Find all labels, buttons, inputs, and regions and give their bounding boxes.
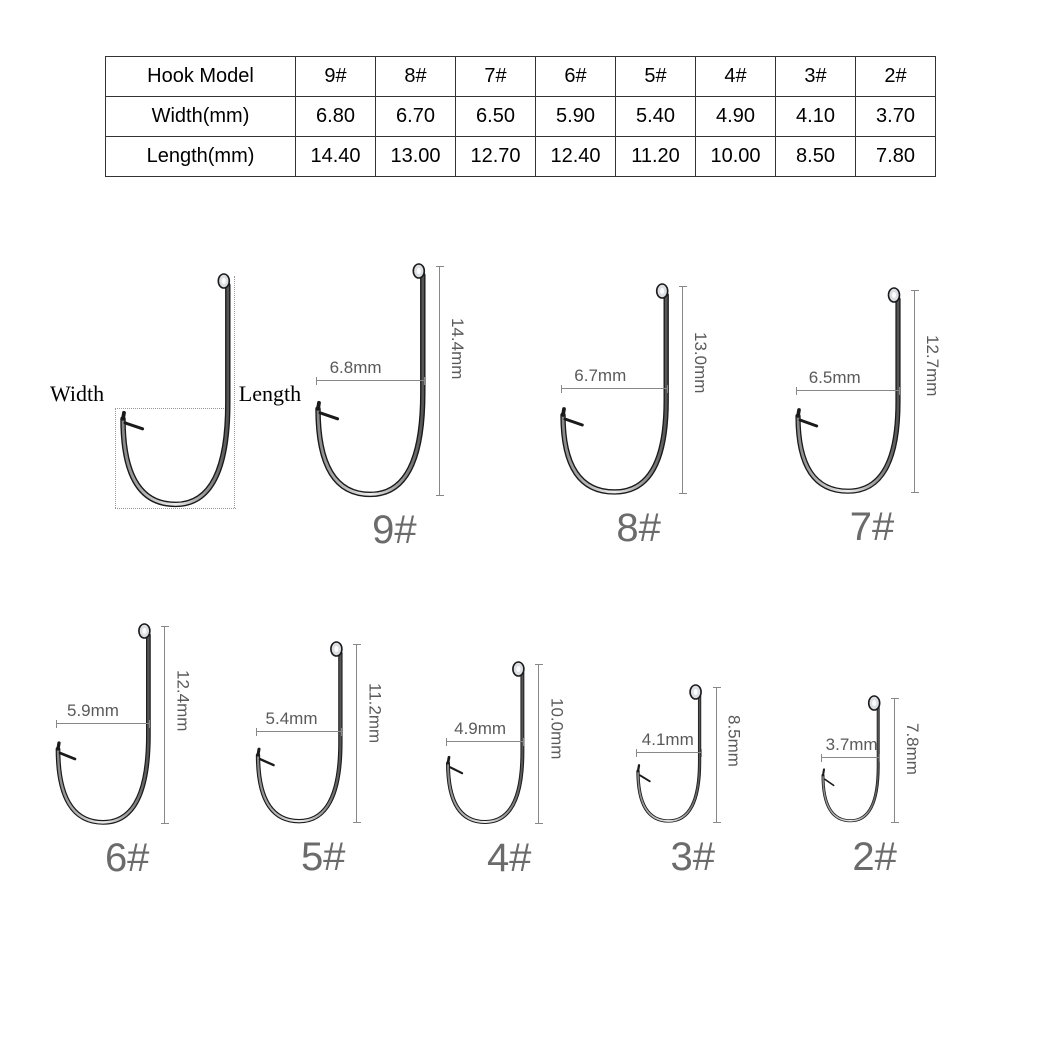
cell: 6.50 [456, 97, 536, 137]
page: Hook Model 9# 8# 7# 6# 5# 4# 3# 2# Width… [0, 0, 1050, 1050]
width-label: 4.9mm [454, 719, 506, 739]
length-label: 10.0mm [546, 698, 566, 759]
width-label: 5.9mm [67, 701, 119, 721]
cell: 11.20 [616, 137, 696, 177]
size-label: 6# [50, 836, 204, 881]
length-label: 11.2mm [364, 683, 384, 743]
cell: 10.00 [696, 137, 776, 177]
width-bracket [256, 731, 342, 732]
cell: 14.40 [296, 137, 376, 177]
length-label: 13.0mm [690, 332, 710, 393]
length-bracket [538, 664, 539, 824]
width-label: 3.7mm [826, 735, 878, 755]
cell: 8.50 [776, 137, 856, 177]
table-header-9: 9# [296, 57, 376, 97]
row-label-width: Width(mm) [106, 97, 296, 137]
width-bracket [821, 757, 880, 758]
length-label: 12.7mm [922, 335, 942, 396]
table-row: Hook Model 9# 8# 7# 6# 5# 4# 3# 2# [106, 57, 936, 97]
hook-item-3: 4.1mm 8.5mm 3# [630, 681, 756, 880]
cell: 3.70 [856, 97, 936, 137]
size-label: 8# [555, 506, 722, 551]
table-header-4: 4# [696, 57, 776, 97]
hook-item-5: 5.4mm 11.2mm 5# [250, 638, 396, 880]
width-bracket [561, 388, 668, 389]
hook-icon [310, 260, 431, 502]
size-label: 3# [630, 835, 756, 880]
cell: 13.00 [376, 137, 456, 177]
table-header-model: Hook Model [106, 57, 296, 97]
hook-item-9: 6.8mm 14.4mm 9# [310, 260, 479, 553]
hook-icon [50, 620, 156, 830]
width-bracket [446, 741, 524, 742]
cell: 12.40 [536, 137, 616, 177]
hook-grid: Width Length 6.8mm 14.4mm 9# [0, 260, 1050, 1040]
length-bracket [914, 290, 915, 493]
length-bracket [439, 266, 440, 496]
length-label: 8.5mm [724, 715, 744, 767]
hook-icon [815, 692, 886, 829]
table-header-8: 8# [376, 57, 456, 97]
length-bracket [682, 286, 683, 494]
table-header-2: 2# [856, 57, 936, 97]
size-label: 5# [250, 835, 396, 880]
hook-icon [250, 638, 348, 829]
hook-item-7: 6.5mm 12.7mm 7# [790, 284, 954, 550]
width-bracket [636, 752, 702, 753]
hook-item-2: 3.7mm 7.8mm 2# [815, 692, 934, 880]
cell: 5.40 [616, 97, 696, 137]
width-label: 6.5mm [809, 368, 861, 388]
size-label: 9# [310, 508, 479, 553]
spec-table: Hook Model 9# 8# 7# 6# 5# 4# 3# 2# Width… [105, 56, 936, 177]
hook-icon [555, 280, 674, 500]
row-label-length: Length(mm) [106, 137, 296, 177]
length-bracket [716, 687, 717, 823]
hook-icon [440, 658, 530, 830]
table-header-6: 6# [536, 57, 616, 97]
size-label: 4# [440, 836, 578, 881]
size-label: 2# [815, 835, 934, 880]
size-label: 7# [790, 505, 954, 550]
table-header-5: 5# [616, 57, 696, 97]
cell: 4.10 [776, 97, 856, 137]
table-header-3: 3# [776, 57, 856, 97]
cell: 6.70 [376, 97, 456, 137]
table-row: Width(mm) 6.80 6.70 6.50 5.90 5.40 4.90 … [106, 97, 936, 137]
hook-icon [630, 681, 708, 829]
hook-icon [790, 284, 906, 499]
length-bracket [164, 626, 165, 824]
cell: 5.90 [536, 97, 616, 137]
legend-hook: Width Length [60, 270, 239, 512]
legend-width-label: Width [50, 381, 104, 407]
length-bracket [356, 644, 357, 823]
width-bracket [316, 380, 425, 381]
width-label: 6.7mm [574, 366, 626, 386]
width-label: 5.4mm [266, 709, 318, 729]
width-bracket [56, 723, 150, 724]
length-label: 14.4mm [447, 318, 467, 379]
hook-item-8: 6.7mm 13.0mm 8# [555, 280, 722, 551]
length-label: 12.4mm [172, 670, 192, 731]
width-label: 6.8mm [330, 358, 382, 378]
width-label: 4.1mm [642, 730, 694, 750]
length-label: 7.8mm [902, 723, 922, 775]
hook-item-4: 4.9mm 10.0mm 4# [440, 658, 578, 881]
length-bracket [894, 698, 895, 823]
table-header-7: 7# [456, 57, 536, 97]
cell: 6.80 [296, 97, 376, 137]
width-bracket [796, 390, 900, 391]
table-row: Length(mm) 14.40 13.00 12.70 12.40 11.20… [106, 137, 936, 177]
legend-length-label: Length [239, 381, 301, 407]
cell: 4.90 [696, 97, 776, 137]
cell: 12.70 [456, 137, 536, 177]
hook-item-6: 5.9mm 12.4mm 6# [50, 620, 204, 881]
cell: 7.80 [856, 137, 936, 177]
hook-icon [115, 270, 236, 512]
